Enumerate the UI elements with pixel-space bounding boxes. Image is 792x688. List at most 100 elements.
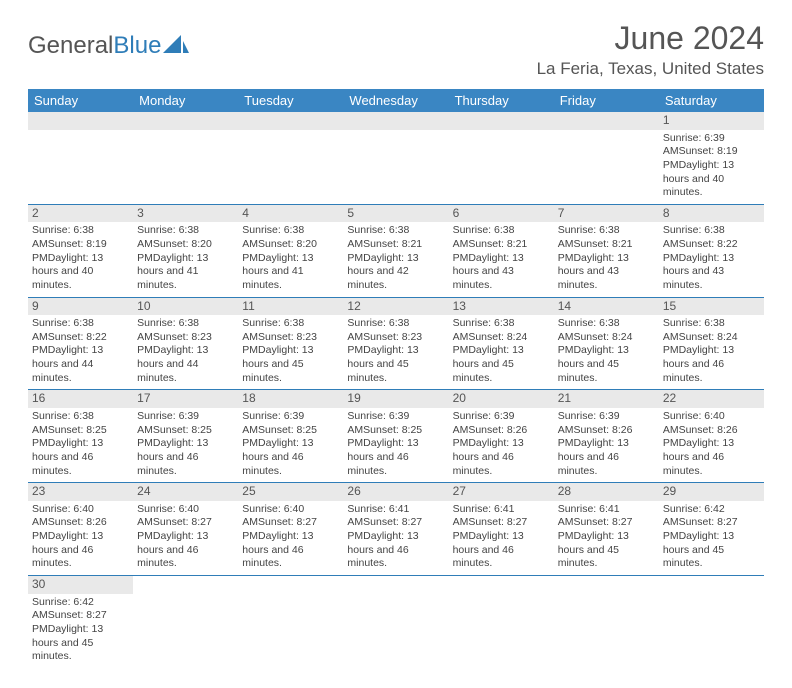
day-number: 30 <box>28 576 133 594</box>
calendar-day-cell: 3Sunrise: 6:38 AMSunset: 8:20 PMDaylight… <box>133 204 238 297</box>
calendar-week-row: 2Sunrise: 6:38 AMSunset: 8:19 PMDaylight… <box>28 204 764 297</box>
day-number: 22 <box>659 390 764 408</box>
day-header: Thursday <box>449 89 554 112</box>
day-header: Monday <box>133 89 238 112</box>
calendar-day-cell: 22Sunrise: 6:40 AMSunset: 8:26 PMDayligh… <box>659 390 764 483</box>
day-header: Saturday <box>659 89 764 112</box>
calendar-day-cell: 23Sunrise: 6:40 AMSunset: 8:26 PMDayligh… <box>28 483 133 576</box>
day-header: Sunday <box>28 89 133 112</box>
calendar-week-row: 9Sunrise: 6:38 AMSunset: 8:22 PMDaylight… <box>28 297 764 390</box>
logo-text-blue: Blue <box>113 32 161 60</box>
calendar-day-cell: 19Sunrise: 6:39 AMSunset: 8:25 PMDayligh… <box>343 390 448 483</box>
day-header: Wednesday <box>343 89 448 112</box>
day-number: 29 <box>659 483 764 501</box>
day-number: 9 <box>28 298 133 316</box>
calendar-day-cell: 4Sunrise: 6:38 AMSunset: 8:20 PMDaylight… <box>238 204 343 297</box>
day-header: Tuesday <box>238 89 343 112</box>
calendar-day-cell: 18Sunrise: 6:39 AMSunset: 8:25 PMDayligh… <box>238 390 343 483</box>
calendar-week-row: 30Sunrise: 6:42 AMSunset: 8:27 PMDayligh… <box>28 575 764 667</box>
day-number-empty <box>449 112 554 130</box>
month-title: June 2024 <box>537 20 764 57</box>
calendar-day-cell: 27Sunrise: 6:41 AMSunset: 8:27 PMDayligh… <box>449 483 554 576</box>
calendar-day-cell: 11Sunrise: 6:38 AMSunset: 8:23 PMDayligh… <box>238 297 343 390</box>
calendar-day-cell: 16Sunrise: 6:38 AMSunset: 8:25 PMDayligh… <box>28 390 133 483</box>
day-number: 11 <box>238 298 343 316</box>
calendar-empty-cell <box>28 112 133 204</box>
calendar-empty-cell <box>449 112 554 204</box>
day-number: 6 <box>449 205 554 223</box>
calendar-empty-cell <box>133 112 238 204</box>
day-number: 15 <box>659 298 764 316</box>
day-number: 28 <box>554 483 659 501</box>
calendar-table: SundayMondayTuesdayWednesdayThursdayFrid… <box>28 89 764 668</box>
day-number: 12 <box>343 298 448 316</box>
day-number-empty <box>343 112 448 130</box>
calendar-day-cell: 24Sunrise: 6:40 AMSunset: 8:27 PMDayligh… <box>133 483 238 576</box>
day-number: 1 <box>659 112 764 130</box>
day-number: 14 <box>554 298 659 316</box>
calendar-week-row: 16Sunrise: 6:38 AMSunset: 8:25 PMDayligh… <box>28 390 764 483</box>
day-number: 13 <box>449 298 554 316</box>
day-number: 10 <box>133 298 238 316</box>
day-number: 25 <box>238 483 343 501</box>
calendar-empty-cell <box>343 575 448 667</box>
day-number: 21 <box>554 390 659 408</box>
calendar-day-cell: 8Sunrise: 6:38 AMSunset: 8:22 PMDaylight… <box>659 204 764 297</box>
location: La Feria, Texas, United States <box>537 59 764 79</box>
calendar-day-cell: 17Sunrise: 6:39 AMSunset: 8:25 PMDayligh… <box>133 390 238 483</box>
day-number: 26 <box>343 483 448 501</box>
day-number-empty <box>28 112 133 130</box>
calendar-day-cell: 1Sunrise: 6:39 AMSunset: 8:19 PMDaylight… <box>659 112 764 204</box>
calendar-week-row: 23Sunrise: 6:40 AMSunset: 8:26 PMDayligh… <box>28 483 764 576</box>
calendar-day-cell: 21Sunrise: 6:39 AMSunset: 8:26 PMDayligh… <box>554 390 659 483</box>
calendar-week-row: 1Sunrise: 6:39 AMSunset: 8:19 PMDaylight… <box>28 112 764 204</box>
logo-text-general: General <box>28 32 113 60</box>
calendar-day-cell: 6Sunrise: 6:38 AMSunset: 8:21 PMDaylight… <box>449 204 554 297</box>
day-header-row: SundayMondayTuesdayWednesdayThursdayFrid… <box>28 89 764 112</box>
calendar-day-cell: 14Sunrise: 6:38 AMSunset: 8:24 PMDayligh… <box>554 297 659 390</box>
day-number: 8 <box>659 205 764 223</box>
calendar-day-cell: 28Sunrise: 6:41 AMSunset: 8:27 PMDayligh… <box>554 483 659 576</box>
calendar-empty-cell <box>238 575 343 667</box>
calendar-day-cell: 26Sunrise: 6:41 AMSunset: 8:27 PMDayligh… <box>343 483 448 576</box>
day-number: 20 <box>449 390 554 408</box>
calendar-empty-cell <box>449 575 554 667</box>
calendar-empty-cell <box>554 112 659 204</box>
calendar-day-cell: 25Sunrise: 6:40 AMSunset: 8:27 PMDayligh… <box>238 483 343 576</box>
calendar-day-cell: 13Sunrise: 6:38 AMSunset: 8:24 PMDayligh… <box>449 297 554 390</box>
day-number-empty <box>133 112 238 130</box>
day-number: 16 <box>28 390 133 408</box>
day-number: 4 <box>238 205 343 223</box>
day-number: 23 <box>28 483 133 501</box>
calendar-day-cell: 29Sunrise: 6:42 AMSunset: 8:27 PMDayligh… <box>659 483 764 576</box>
calendar-day-cell: 15Sunrise: 6:38 AMSunset: 8:24 PMDayligh… <box>659 297 764 390</box>
calendar-day-cell: 20Sunrise: 6:39 AMSunset: 8:26 PMDayligh… <box>449 390 554 483</box>
calendar-day-cell: 10Sunrise: 6:38 AMSunset: 8:23 PMDayligh… <box>133 297 238 390</box>
day-header: Friday <box>554 89 659 112</box>
day-number: 3 <box>133 205 238 223</box>
calendar-day-cell: 5Sunrise: 6:38 AMSunset: 8:21 PMDaylight… <box>343 204 448 297</box>
day-number-empty <box>554 112 659 130</box>
day-number: 24 <box>133 483 238 501</box>
day-number-empty <box>238 112 343 130</box>
day-number: 17 <box>133 390 238 408</box>
calendar-empty-cell <box>554 575 659 667</box>
calendar-empty-cell <box>238 112 343 204</box>
calendar-day-cell: 7Sunrise: 6:38 AMSunset: 8:21 PMDaylight… <box>554 204 659 297</box>
header: GeneralBlue June 2024 La Feria, Texas, U… <box>28 20 764 83</box>
day-number: 5 <box>343 205 448 223</box>
logo: GeneralBlue <box>28 32 189 60</box>
calendar-day-cell: 2Sunrise: 6:38 AMSunset: 8:19 PMDaylight… <box>28 204 133 297</box>
calendar-day-cell: 30Sunrise: 6:42 AMSunset: 8:27 PMDayligh… <box>28 575 133 667</box>
title-block: June 2024 La Feria, Texas, United States <box>537 20 764 83</box>
calendar-day-cell: 12Sunrise: 6:38 AMSunset: 8:23 PMDayligh… <box>343 297 448 390</box>
day-number: 19 <box>343 390 448 408</box>
calendar-empty-cell <box>659 575 764 667</box>
day-number: 18 <box>238 390 343 408</box>
calendar-empty-cell <box>343 112 448 204</box>
calendar-day-cell: 9Sunrise: 6:38 AMSunset: 8:22 PMDaylight… <box>28 297 133 390</box>
day-number: 7 <box>554 205 659 223</box>
day-number: 27 <box>449 483 554 501</box>
day-number: 2 <box>28 205 133 223</box>
calendar-empty-cell <box>133 575 238 667</box>
